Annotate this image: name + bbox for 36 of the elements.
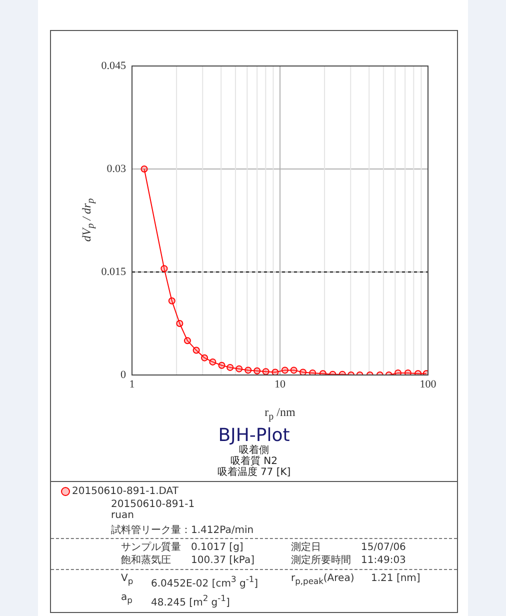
text: V$_{p}$ 6.0452E-02 [cm$^{3}$ g$^{-1}$] bbox=[121, 573, 258, 590]
text: 吸着温度 77 [K] bbox=[216, 467, 292, 478]
point bbox=[262, 368, 270, 375]
point bbox=[236, 365, 243, 372]
point bbox=[226, 364, 234, 371]
x-tick-label: 100 bbox=[420, 378, 437, 390]
text: 20150610-891-1 bbox=[111, 499, 196, 510]
point bbox=[299, 368, 306, 375]
point bbox=[290, 366, 298, 374]
text: ruan bbox=[111, 510, 135, 521]
y-tick-label: 0.03 bbox=[106, 162, 126, 175]
y-tick-label: 0 bbox=[120, 368, 126, 381]
text: 測定日 15/07/06 bbox=[291, 542, 406, 553]
x-axis-title: r$_{p}$ /nm bbox=[264, 405, 296, 422]
text: サンプル質量 0.1017 [g] bbox=[121, 541, 244, 554]
point bbox=[394, 369, 402, 375]
y-tick-label: 0.015 bbox=[101, 266, 126, 278]
text: r$_{p,peak}$(Area) 1.21 [nm] bbox=[291, 573, 420, 586]
point bbox=[272, 368, 279, 375]
text: 吸着質 N2 bbox=[230, 456, 279, 467]
x-tick-label: 10 bbox=[274, 378, 286, 390]
text: a$_{p}$ 48.245 [m$^{2}$ g$^{-1}$] bbox=[121, 592, 230, 609]
legend-label: 20150610-891-1.DAT bbox=[72, 486, 178, 497]
point bbox=[404, 369, 412, 375]
point bbox=[254, 367, 261, 374]
point bbox=[244, 366, 252, 374]
point bbox=[281, 366, 288, 374]
text: 試料管リーク量：1.412Pa/min bbox=[111, 525, 255, 536]
point bbox=[140, 166, 148, 172]
x-tick-label: 1 bbox=[129, 378, 135, 390]
y-tick-label: 0.045 bbox=[101, 60, 126, 72]
text: 測定所要時間 11:49:03 bbox=[291, 554, 406, 567]
text: 吸着側 bbox=[239, 445, 269, 456]
text: BJH-Plot bbox=[217, 425, 291, 446]
point bbox=[309, 369, 316, 375]
text: 飽和蒸気圧 100.37 [kPa] bbox=[121, 555, 254, 566]
